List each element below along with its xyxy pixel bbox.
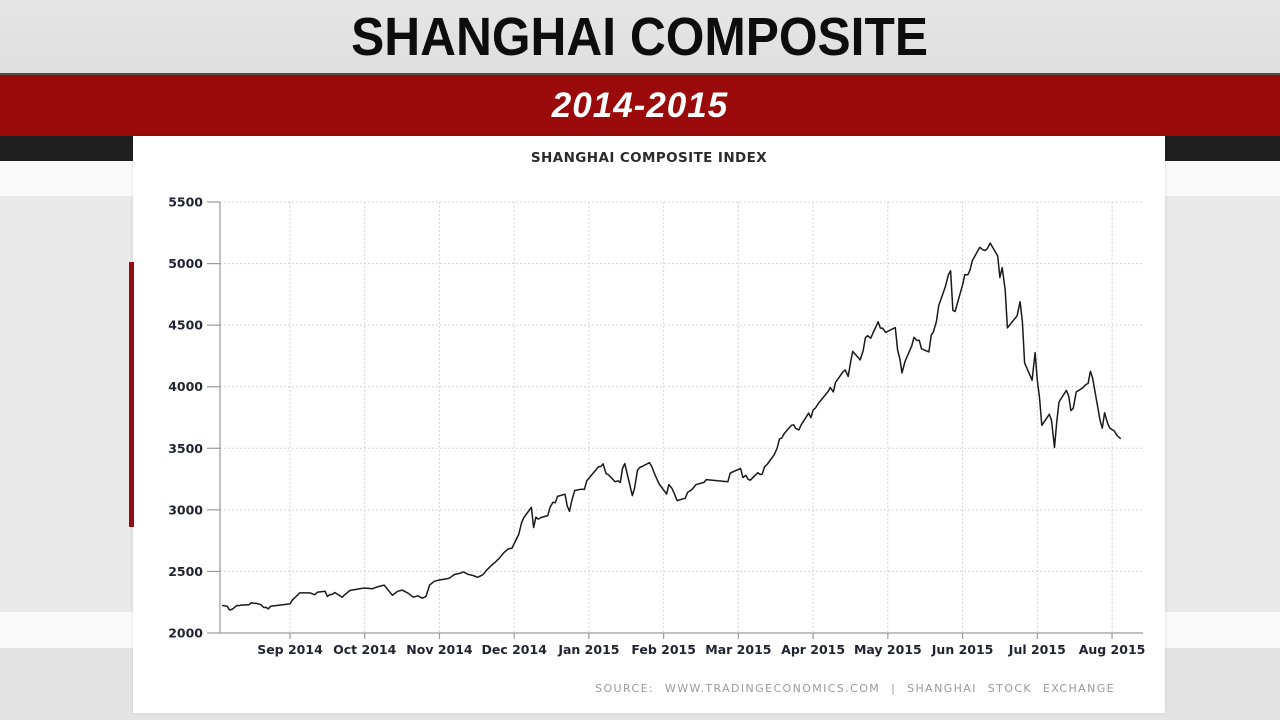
svg-text:Dec 2014: Dec 2014 [481, 642, 547, 657]
chart-gridlines [220, 201, 1143, 633]
title-banner: SHANGHAI COMPOSITE [0, 0, 1280, 73]
svg-text:5000: 5000 [168, 256, 203, 271]
svg-text:May 2015: May 2015 [854, 642, 922, 657]
svg-text:Sep 2014: Sep 2014 [257, 642, 323, 657]
chart-source-attribution: SOURCE: WWW.TRADINGECONOMICS.COM | SHANG… [595, 682, 1115, 695]
svg-text:3000: 3000 [168, 502, 203, 517]
banner-divider [0, 73, 1280, 75]
price-line [221, 242, 1122, 611]
svg-text:4000: 4000 [168, 379, 203, 394]
black-strip-right [1165, 136, 1280, 161]
chart-axes [207, 201, 1143, 639]
subtitle-banner: 2014-2015 [0, 75, 1280, 136]
red-accent-bar [129, 262, 134, 527]
index-line-chart: 2000 2500 3000 3500 4000 4500 5000 5500 Sep 2014… [168, 195, 1145, 658]
svg-text:2500: 2500 [168, 564, 203, 579]
svg-text:Nov 2014: Nov 2014 [406, 642, 473, 657]
chart-title: SHANGHAI COMPOSITE INDEX [530, 150, 768, 166]
svg-text:Mar 2015: Mar 2015 [705, 642, 771, 657]
svg-text:5500: 5500 [168, 195, 203, 210]
black-strip-left [0, 136, 133, 161]
chart-card: SHANGHAI COMPOSITE INDEX 2000 2500 3000 350… [133, 136, 1165, 713]
svg-text:Feb 2015: Feb 2015 [631, 642, 696, 657]
svg-text:Oct 2014: Oct 2014 [333, 642, 396, 657]
svg-text:4500: 4500 [168, 318, 203, 333]
svg-text:Jul 2015: Jul 2015 [1008, 642, 1066, 657]
svg-text:2000: 2000 [168, 626, 203, 641]
svg-text:Apr 2015: Apr 2015 [781, 642, 845, 657]
chart-axis-labels: 2000 2500 3000 3500 4000 4500 5000 5500 Sep 2014… [168, 195, 1145, 658]
page-subtitle: 2014-2015 [551, 85, 729, 125]
svg-text:Jan 2015: Jan 2015 [557, 642, 619, 657]
svg-text:Aug 2015: Aug 2015 [1079, 642, 1146, 657]
page-title: SHANGHAI COMPOSITE [351, 6, 929, 67]
svg-text:Jun 2015: Jun 2015 [931, 642, 994, 657]
svg-text:3500: 3500 [168, 441, 203, 456]
